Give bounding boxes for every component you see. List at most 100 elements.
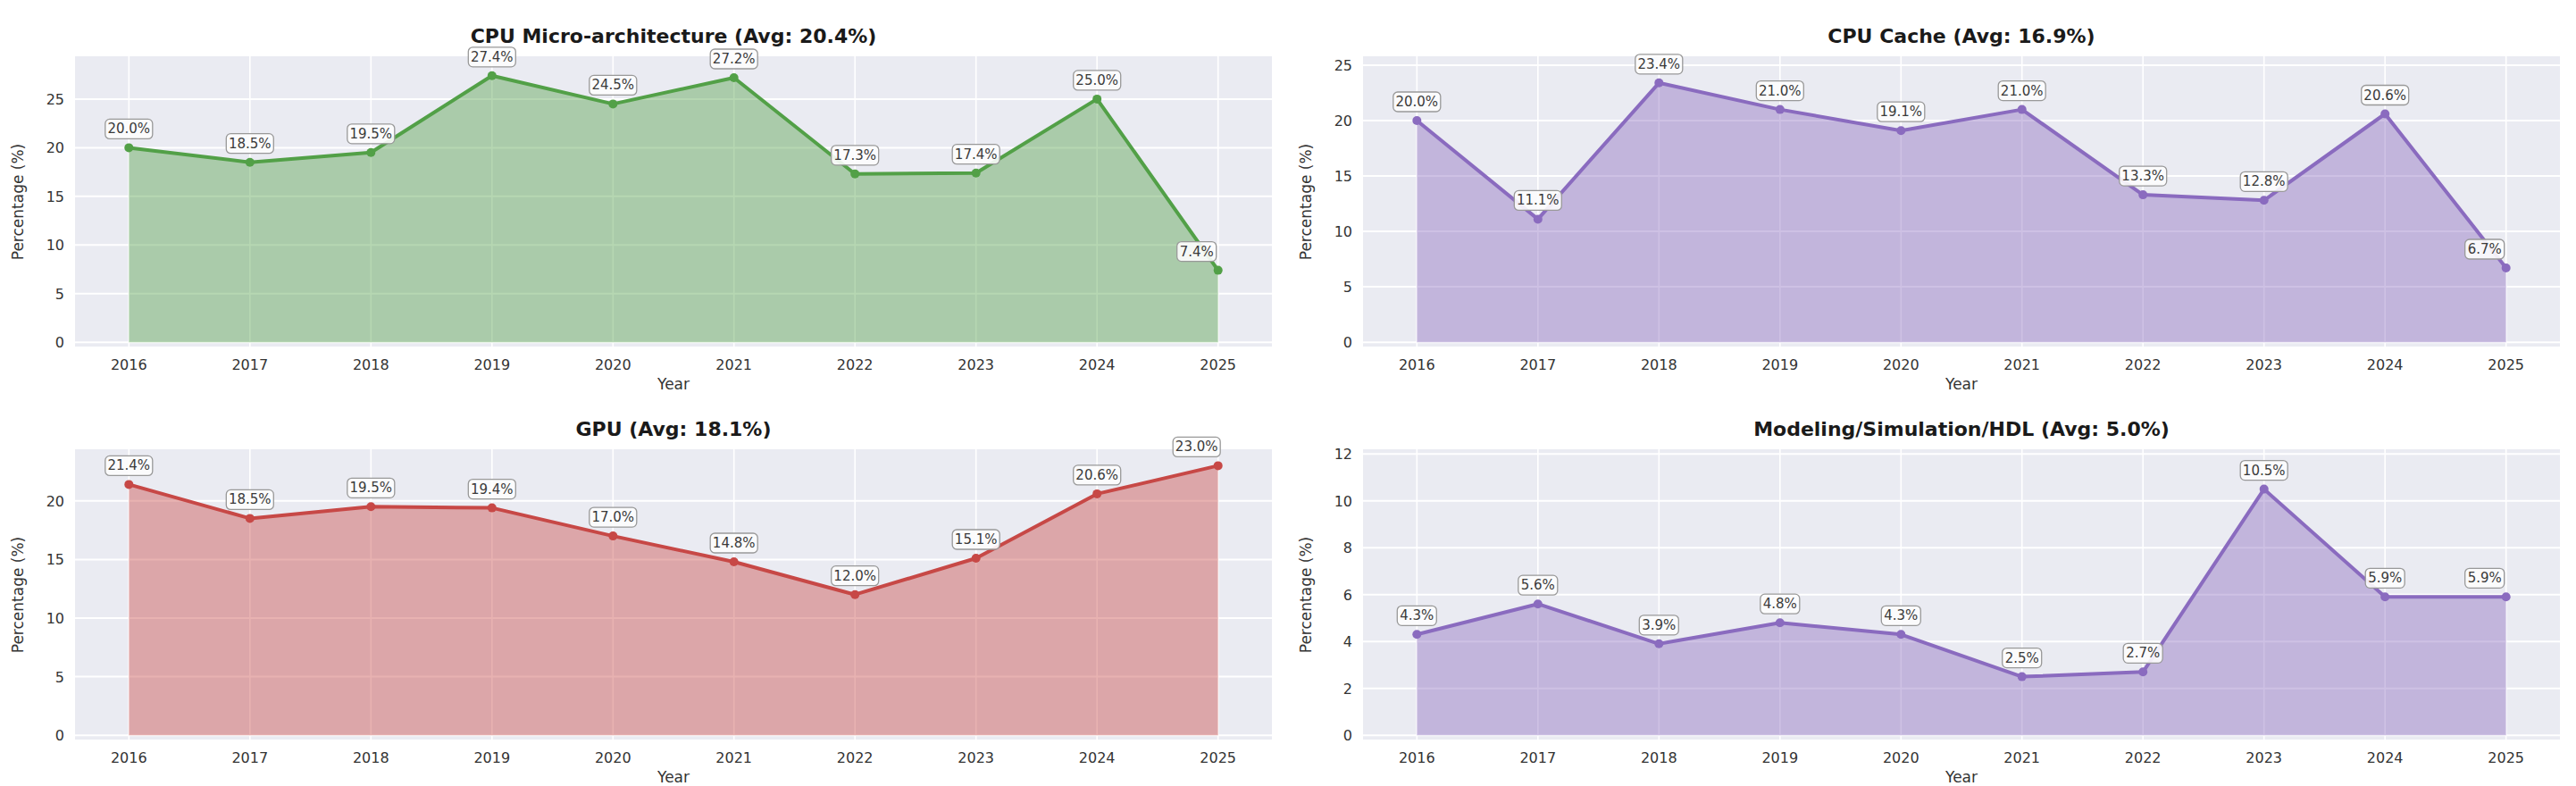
svg-text:17.0%: 17.0%: [591, 509, 634, 525]
data-point: [730, 557, 739, 566]
data-point: [608, 99, 617, 108]
y-tick-label: 0: [55, 727, 64, 744]
x-tick-label: 2019: [1761, 356, 1798, 373]
data-point: [2260, 196, 2269, 205]
x-axis-label: Year: [1945, 768, 1978, 786]
data-point: [246, 514, 255, 523]
x-tick-label: 2023: [958, 356, 994, 373]
data-point-label: 24.5%: [590, 75, 637, 95]
x-tick-label: 2017: [231, 356, 268, 373]
y-tick-label: 0: [55, 334, 64, 351]
y-tick-label: 5: [55, 669, 64, 686]
data-point: [366, 502, 375, 511]
plot-area: 20.0%11.1%23.4%21.0%19.1%21.0%13.3%12.8%…: [1334, 54, 2560, 373]
data-point-label: 20.6%: [1074, 465, 1121, 485]
data-point: [1654, 79, 1663, 88]
y-tick-label: 15: [46, 188, 64, 205]
data-point-label: 13.3%: [2120, 166, 2167, 186]
svg-text:23.0%: 23.0%: [1175, 439, 1218, 455]
chart-cell-modeling-simulation-hdl: 4.3%5.6%3.9%4.8%4.3%2.5%2.7%10.5%5.9%5.9…: [1288, 393, 2576, 786]
data-point: [1092, 95, 1101, 104]
svg-text:5.9%: 5.9%: [2368, 570, 2402, 586]
data-point: [850, 590, 859, 599]
data-point-label: 27.4%: [468, 47, 515, 67]
y-tick-label: 25: [1334, 57, 1352, 74]
svg-text:23.4%: 23.4%: [1637, 56, 1680, 72]
y-tick-label: 10: [1334, 493, 1352, 510]
svg-text:19.4%: 19.4%: [471, 481, 514, 498]
data-point: [2380, 592, 2389, 601]
svg-text:20.6%: 20.6%: [1075, 467, 1118, 483]
svg-text:12.8%: 12.8%: [2243, 173, 2286, 189]
data-point: [1776, 618, 1785, 627]
y-tick-label: 0: [1343, 727, 1352, 744]
data-point-label: 18.5%: [226, 134, 273, 154]
x-tick-label: 2022: [837, 749, 874, 766]
chart-cell-cpu-microarchitecture: 20.0%18.5%19.5%27.4%24.5%27.2%17.3%17.4%…: [0, 0, 1288, 393]
x-tick-label: 2020: [1883, 749, 1919, 766]
x-tick-label: 2016: [111, 749, 147, 766]
y-tick-label: 20: [1334, 113, 1352, 130]
svg-text:19.5%: 19.5%: [349, 480, 392, 496]
x-tick-label: 2017: [231, 749, 268, 766]
chart-title: Modeling/Simulation/HDL (Avg: 5.0%): [1753, 418, 2170, 440]
data-point-label: 23.4%: [1635, 54, 1683, 74]
svg-text:4.8%: 4.8%: [1763, 596, 1797, 612]
plot-area: 20.0%18.5%19.5%27.4%24.5%27.2%17.3%17.4%…: [46, 47, 1272, 373]
x-tick-label: 2021: [2003, 749, 2040, 766]
x-tick-label: 2024: [2367, 356, 2404, 373]
y-axis-label: Percentage (%): [1297, 144, 1315, 260]
plot-area: 21.4%18.5%19.5%19.4%17.0%14.8%12.0%15.1%…: [46, 437, 1272, 766]
svg-text:17.4%: 17.4%: [955, 146, 998, 163]
gpu-chart: 21.4%18.5%19.5%19.4%17.0%14.8%12.0%15.1%…: [0, 393, 1288, 786]
x-tick-label: 2018: [1641, 749, 1677, 766]
data-point-label: 17.0%: [590, 507, 637, 527]
svg-text:19.1%: 19.1%: [1879, 104, 1922, 120]
data-point: [2138, 667, 2147, 676]
svg-text:21.4%: 21.4%: [107, 457, 150, 473]
svg-text:20.6%: 20.6%: [2363, 88, 2406, 104]
data-point: [2138, 190, 2147, 199]
data-point-label: 4.3%: [1881, 606, 1920, 625]
y-tick-label: 12: [1334, 446, 1352, 463]
svg-text:4.3%: 4.3%: [1884, 607, 1918, 623]
data-point-label: 17.3%: [832, 146, 879, 165]
data-point: [608, 531, 617, 540]
svg-text:27.2%: 27.2%: [713, 51, 756, 67]
data-point: [2502, 263, 2511, 272]
data-point-label: 20.6%: [2362, 86, 2409, 105]
data-point: [1092, 489, 1101, 498]
data-point-label: 23.0%: [1173, 437, 1220, 456]
data-point-label: 2.7%: [2123, 643, 2162, 663]
data-point: [2018, 105, 2027, 114]
data-point: [1896, 126, 1905, 135]
data-point: [2260, 485, 2269, 494]
chart-cell-cpu-cache: 20.0%11.1%23.4%21.0%19.1%21.0%13.3%12.8%…: [1288, 0, 2576, 393]
svg-text:24.5%: 24.5%: [591, 77, 634, 93]
x-tick-label: 2022: [2125, 356, 2162, 373]
chart-title: CPU Cache (Avg: 16.9%): [1827, 25, 2095, 47]
y-tick-label: 5: [1343, 279, 1352, 296]
data-point: [1412, 116, 1421, 125]
y-tick-label: 10: [46, 237, 64, 254]
data-point-label: 19.5%: [347, 124, 395, 144]
x-tick-label: 2018: [353, 356, 389, 373]
data-point-label: 7.4%: [1177, 242, 1217, 262]
y-tick-label: 20: [46, 493, 64, 510]
data-point-label: 5.6%: [1518, 575, 1558, 595]
data-point: [124, 480, 133, 489]
data-point-label: 4.8%: [1761, 594, 1800, 614]
svg-text:18.5%: 18.5%: [229, 491, 272, 507]
svg-text:10.5%: 10.5%: [2243, 463, 2286, 479]
x-tick-label: 2023: [958, 749, 994, 766]
modeling-simulation-hdl-chart: 4.3%5.6%3.9%4.8%4.3%2.5%2.7%10.5%5.9%5.9…: [1288, 393, 2576, 786]
y-tick-label: 4: [1343, 633, 1352, 650]
x-tick-label: 2017: [1519, 749, 1556, 766]
data-point: [246, 158, 255, 167]
data-point-label: 20.0%: [1393, 92, 1441, 112]
svg-text:20.0%: 20.0%: [1395, 94, 1438, 110]
svg-text:15.1%: 15.1%: [955, 531, 998, 548]
svg-text:2.5%: 2.5%: [2005, 650, 2039, 666]
plot-area: 4.3%5.6%3.9%4.8%4.3%2.5%2.7%10.5%5.9%5.9…: [1334, 446, 2560, 766]
data-point: [2380, 110, 2389, 119]
